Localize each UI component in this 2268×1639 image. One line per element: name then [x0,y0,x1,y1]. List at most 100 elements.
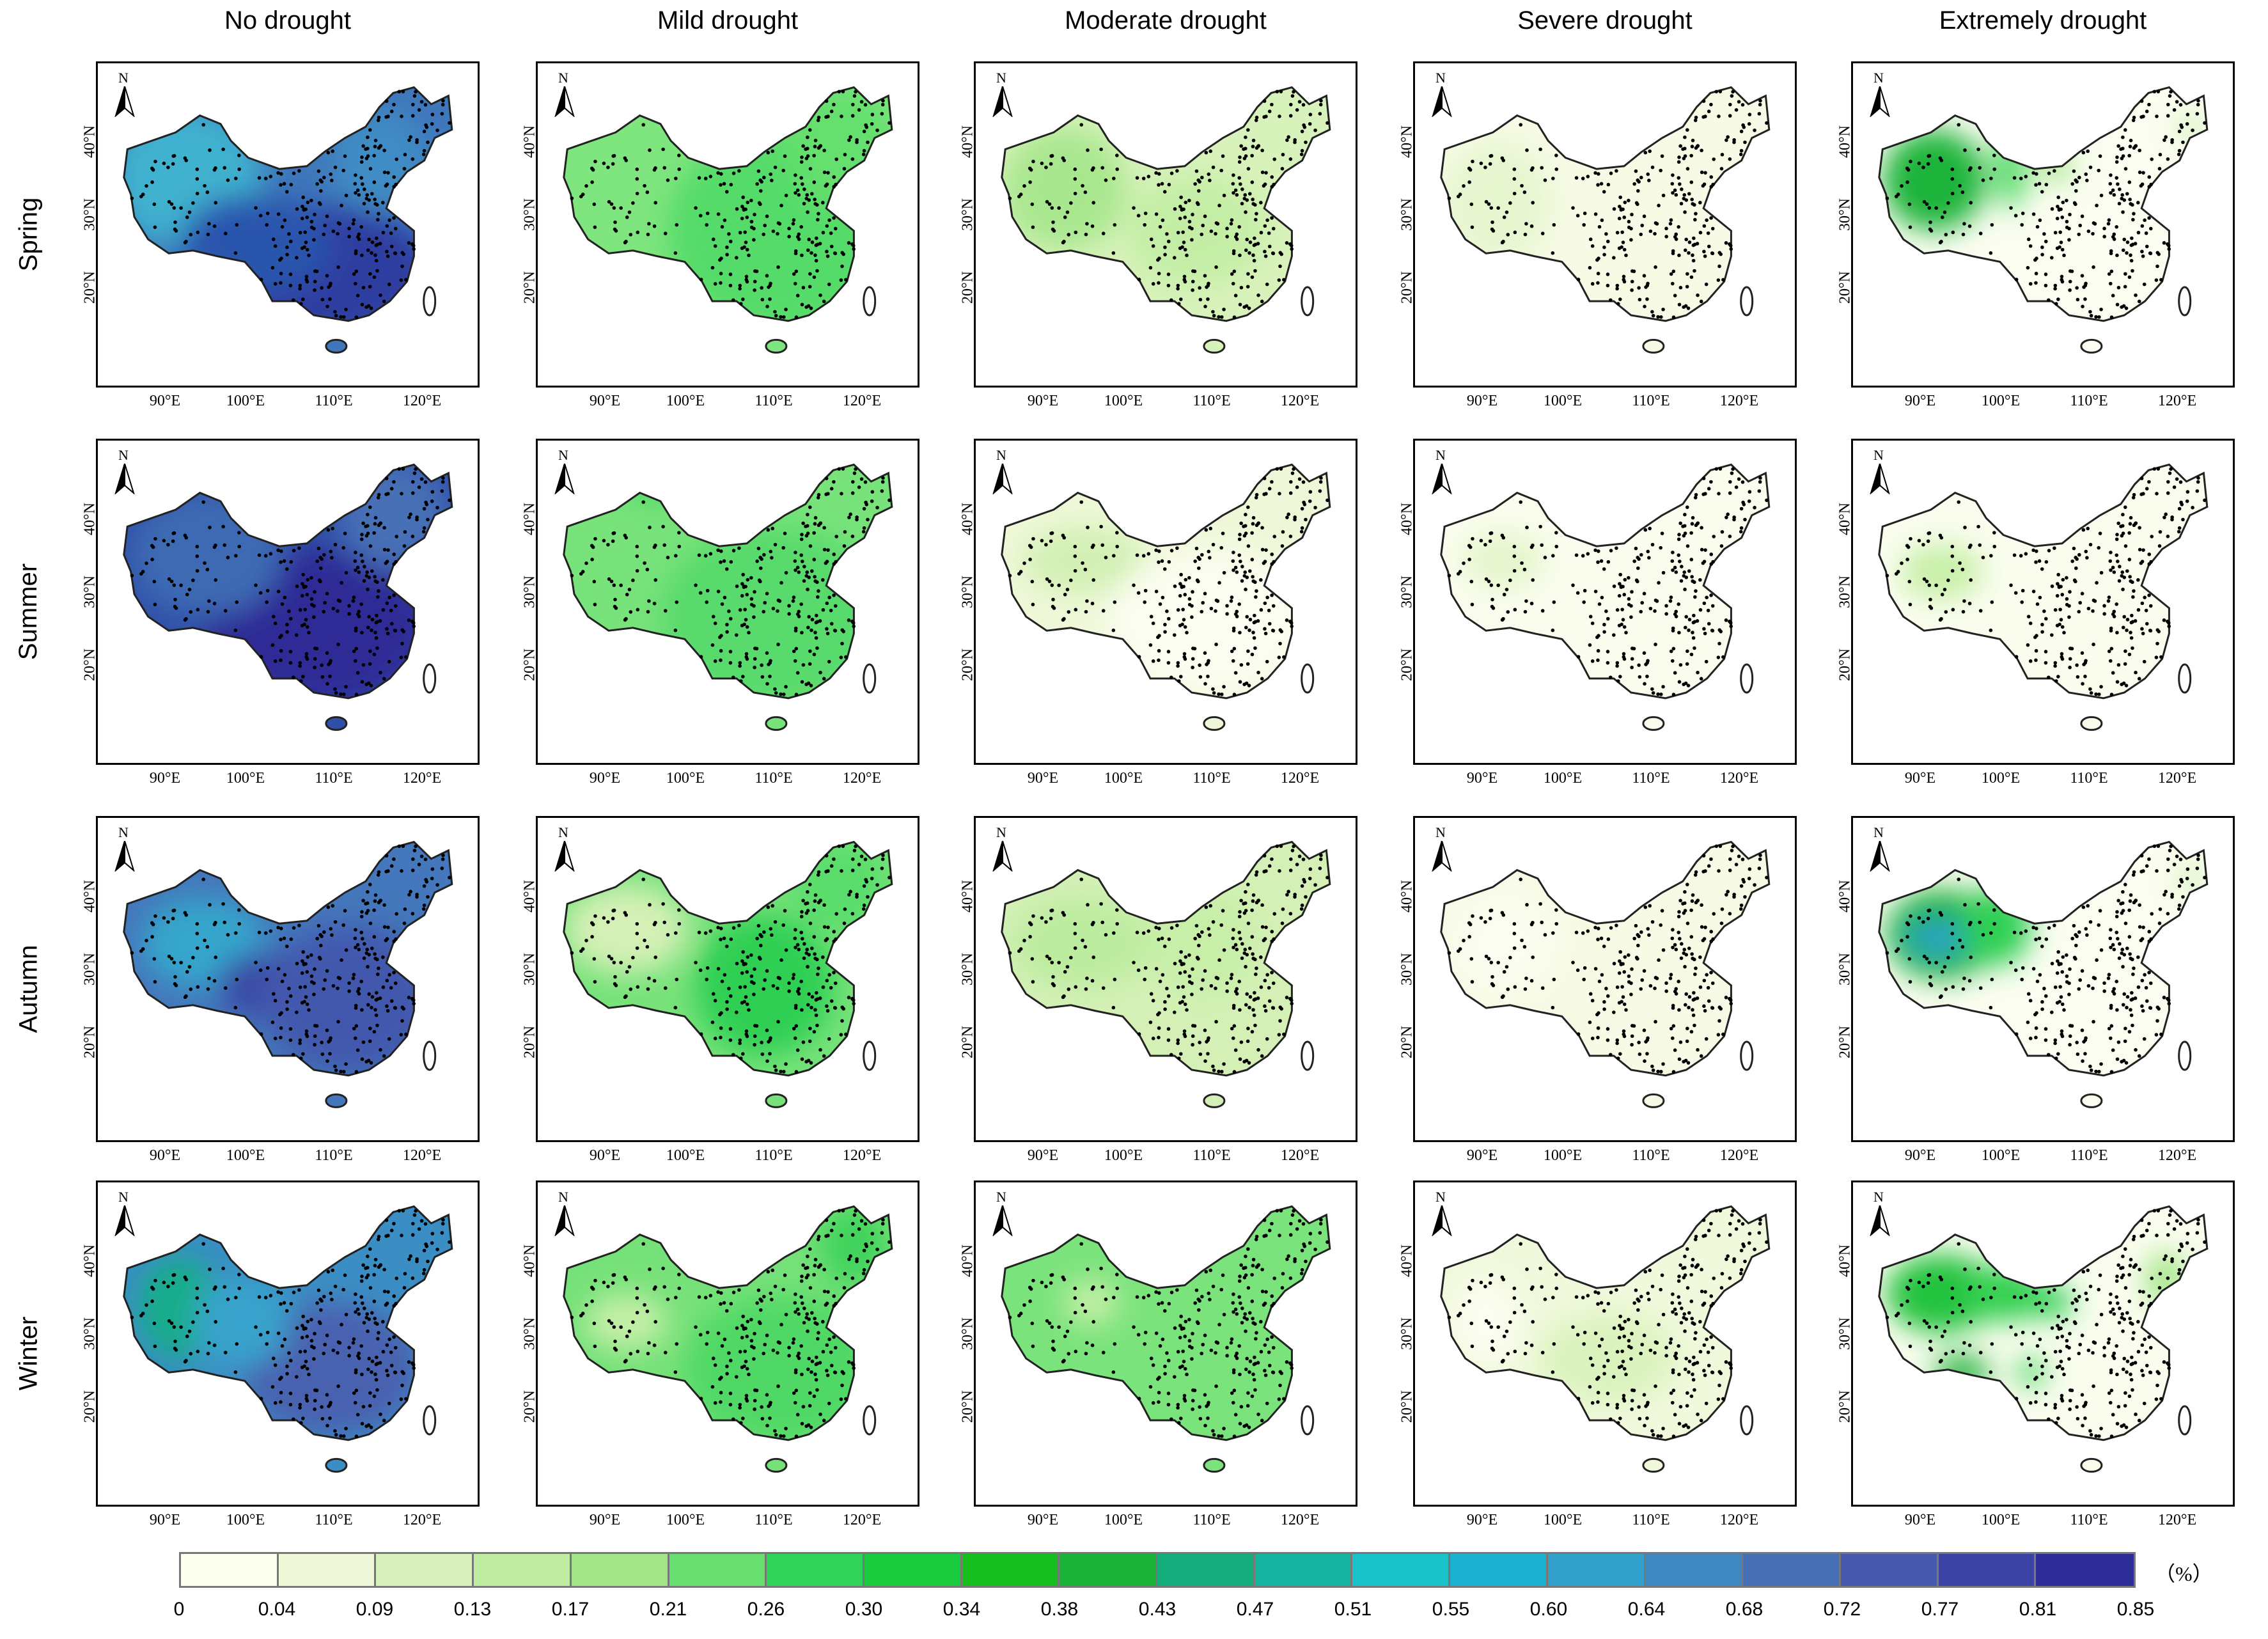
station-dot [1179,1052,1183,1056]
station-dot [1050,908,1054,913]
station-dot [2084,172,2088,176]
station-dot [2128,522,2132,526]
station-dot [1221,531,1225,535]
longitude-label: 120°E [402,770,442,787]
station-dot [1885,574,1889,577]
station-dot [1090,168,1095,172]
station-dot [614,229,618,233]
station-dot [1229,599,1233,603]
station-dot [2177,152,2181,157]
station-dot [223,1351,228,1354]
station-dot [2131,203,2134,207]
station-dot [647,976,651,980]
station-dot [389,864,394,868]
station-dot [1717,264,1721,269]
station-dot [744,1032,749,1037]
station-dot [821,201,825,205]
station-dot [2059,618,2063,622]
station-dot [382,148,386,153]
station-dot [1028,935,1032,939]
station-dot [648,526,652,529]
station-dot [1753,882,1756,887]
station-dot [2122,992,2127,996]
station-dot [1554,921,1559,926]
station-dot [792,973,796,976]
station-dot [840,114,843,118]
station-dot [1203,592,1207,596]
station-dot [806,531,810,535]
station-dot [360,155,364,159]
station-dot [382,925,387,929]
station-dot [2128,575,2132,579]
station-dot [1677,553,1681,557]
station-dot [273,998,278,1003]
station-dot [1179,950,1183,954]
station-dot [2111,565,2115,570]
station-dot [767,663,770,666]
station-dot [1590,659,1595,663]
station-dot [1602,190,1606,194]
station-dot [1742,503,1746,506]
station-dot [2125,618,2130,622]
station-dot [374,1013,379,1017]
station-dot [1926,539,1930,544]
station-dot [1540,543,1544,547]
station-dot [1687,995,1692,999]
station-dot [1290,1001,1294,1006]
station-dot [1290,247,1294,251]
station-dot [329,659,332,663]
station-dot [794,647,799,651]
station-dot [292,1290,296,1294]
station-dot [1182,1029,1187,1033]
station-dot [2092,598,2096,602]
station-dot [1960,945,1965,949]
station-dot [813,138,818,143]
station-dot [1254,496,1258,499]
station-dot [870,867,875,871]
station-dot [2115,155,2119,159]
station-dot [814,636,818,640]
station-dot [794,1070,799,1074]
station-dot [2117,956,2122,961]
station-dot [816,972,820,976]
station-dot [422,526,426,530]
station-dot [323,223,327,228]
station-dot [407,1360,411,1364]
station-dot [1677,631,1681,635]
station-dot [1182,995,1186,999]
latitude-label: 20°N [521,1026,538,1059]
longitude-label: 110°E [2070,1147,2108,1164]
station-dot [1677,537,1681,542]
station-dot [2120,570,2125,574]
station-dot [305,970,309,974]
station-dot [425,125,429,129]
station-dot [1201,978,1205,982]
station-dot [1282,655,1286,659]
station-dot [352,1026,356,1031]
station-dot [852,94,857,98]
station-dot [366,512,370,517]
station-dot [312,604,316,608]
station-dot [1031,537,1035,541]
station-dot [1747,499,1751,503]
station-dot [1602,567,1606,571]
station-dot [1200,930,1204,934]
station-dot [234,554,238,558]
station-dot [1654,221,1658,225]
station-dot [394,182,398,187]
station-dot [619,583,623,588]
station-dot [1302,880,1307,884]
station-dot [2092,221,2096,225]
station-dot [2086,526,2090,531]
station-dot [2166,868,2170,872]
station-dot [1636,943,1640,948]
station-dot [354,1434,359,1438]
station-dot [1239,898,1243,903]
station-dot [1691,998,1696,1002]
station-dot [1671,1003,1675,1008]
station-dot [1073,921,1077,926]
station-dot [2125,251,2129,255]
station-dot [2065,198,2069,203]
station-dot [2159,278,2163,282]
north-label: N [1873,824,1884,840]
